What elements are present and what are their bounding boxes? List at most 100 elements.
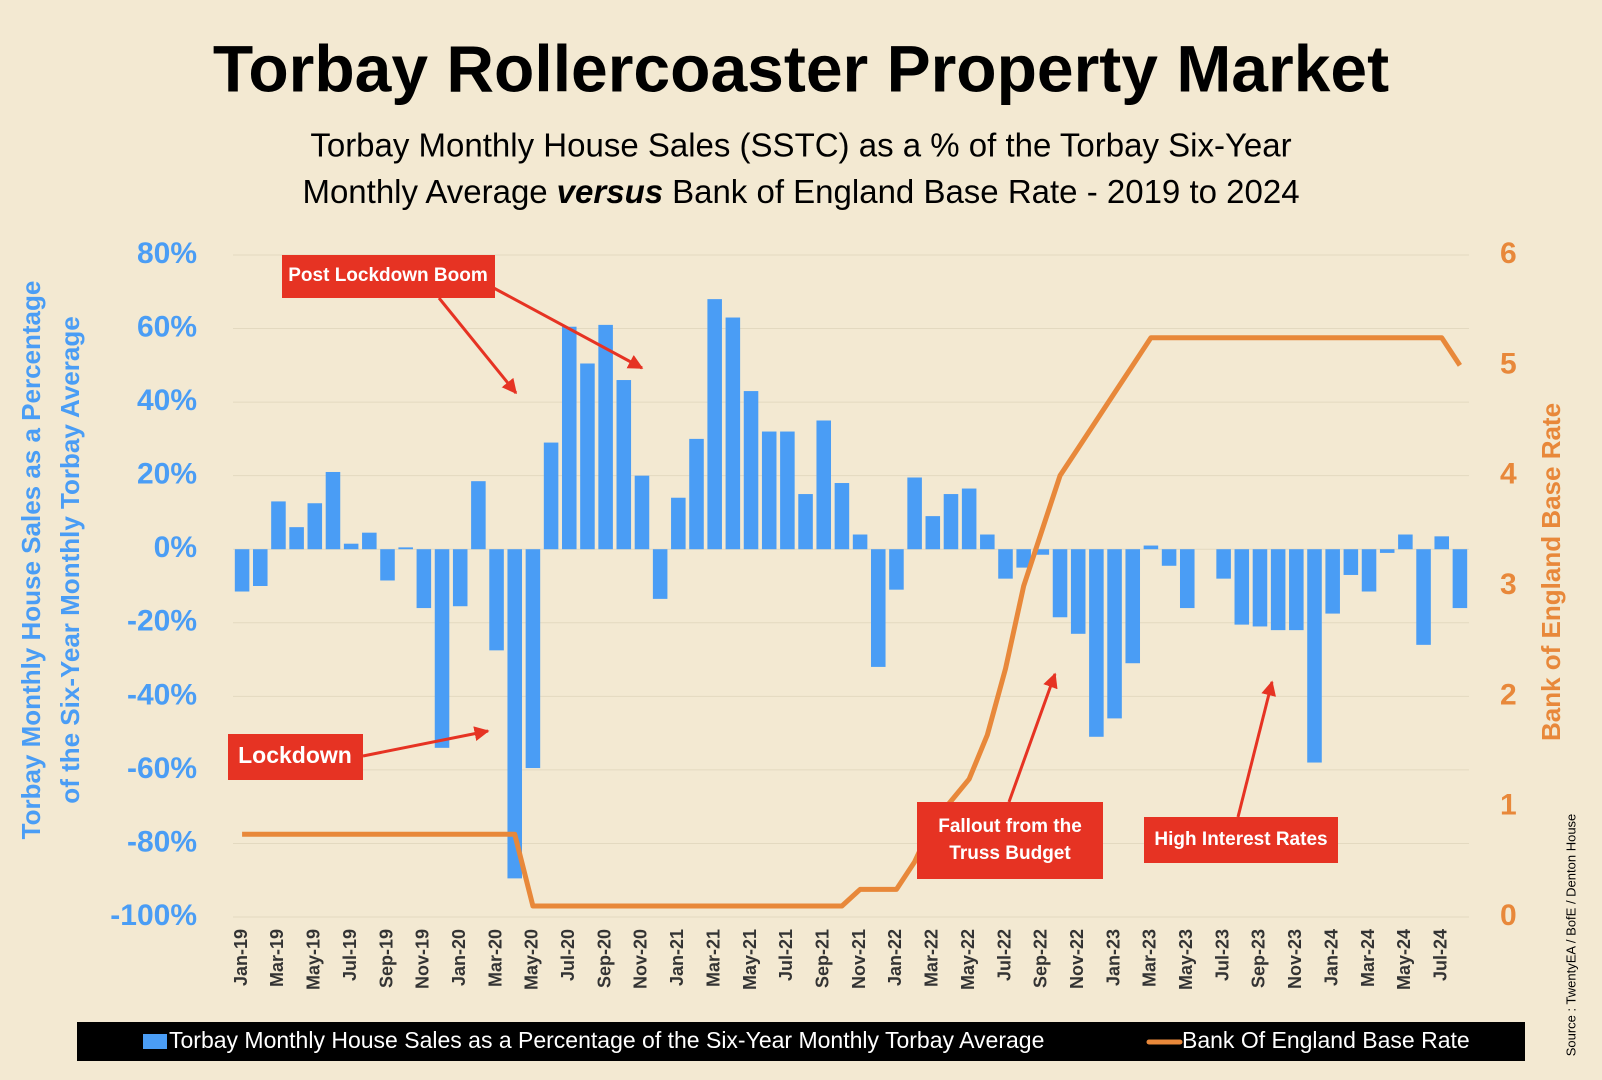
bar <box>1416 549 1431 645</box>
annotation-box <box>1144 817 1338 863</box>
bar <box>1052 549 1068 618</box>
x-tick-label: Mar-22 <box>922 929 942 987</box>
y-tick-label: 0% <box>154 531 197 564</box>
bar <box>998 549 1013 579</box>
x-tick-label: Jan-23 <box>1103 929 1123 986</box>
bar <box>1343 549 1359 575</box>
x-tick-label: Jan-22 <box>885 929 905 986</box>
y-tick-label: -80% <box>127 825 197 858</box>
x-tick-label: Sep-21 <box>812 929 832 988</box>
bar <box>1016 549 1031 568</box>
annotations: Post Lockdown Boom Lockdown Fallout from… <box>228 255 1338 879</box>
bar <box>325 471 341 550</box>
bar <box>834 483 850 550</box>
bar <box>1434 536 1450 550</box>
bar <box>580 363 595 550</box>
bar <box>798 494 813 550</box>
x-tick-label: Sep-20 <box>594 929 614 988</box>
bar <box>1361 549 1377 592</box>
bar <box>689 438 704 550</box>
x-tick-label: May-23 <box>1176 929 1196 990</box>
y-tick-label: 80% <box>137 237 197 270</box>
x-tick-label: Jan-20 <box>449 929 469 986</box>
x-tick-label: Mar-19 <box>267 929 287 987</box>
annotation-text: High Interest Rates <box>1154 829 1327 850</box>
y-tick-label: -20% <box>127 605 197 638</box>
bar <box>725 317 741 550</box>
bar <box>889 549 904 590</box>
annotation-arrow <box>1007 672 1058 803</box>
x-tick-label: Jul-22 <box>994 929 1014 981</box>
bar <box>1216 549 1231 579</box>
bar <box>471 481 486 550</box>
y-tick-label: 40% <box>137 384 197 417</box>
annotation-text: Truss Budget <box>949 843 1071 864</box>
bar <box>543 442 559 550</box>
y2-tick-label: 2 <box>1500 678 1517 711</box>
annotation-arrow <box>362 726 490 758</box>
subtitle-part: Bank of England Base Rate - 2019 to 2024 <box>672 173 1299 210</box>
bar <box>980 534 995 550</box>
bar <box>289 527 304 550</box>
bar <box>1234 549 1250 625</box>
bar <box>416 549 432 609</box>
x-tick-label: Mar-23 <box>1140 929 1160 987</box>
y2-tick-label: 3 <box>1500 568 1517 601</box>
annotation-text: Fallout from the <box>938 816 1082 837</box>
bar <box>1379 549 1395 553</box>
bar <box>943 494 959 550</box>
bar <box>489 549 504 651</box>
x-tick-label: Jul-23 <box>1212 929 1232 981</box>
legend: Torbay Monthly House Sales as a Percenta… <box>77 1022 1525 1061</box>
legend-background <box>77 1022 1525 1061</box>
bar <box>907 477 922 550</box>
bar <box>452 549 468 607</box>
x-tick-label: Jul-19 <box>340 929 360 981</box>
y-tick-label: -60% <box>127 752 197 785</box>
y2-tick-label: 1 <box>1500 789 1517 822</box>
bar <box>1089 549 1104 737</box>
y-axis-title: Torbay Monthly House Sales as a Percenta… <box>16 281 46 840</box>
y-tick-label: 20% <box>137 458 197 491</box>
bar <box>525 549 541 769</box>
x-tick-label: Jan-24 <box>1321 929 1341 986</box>
line <box>242 335 1462 909</box>
y2-tick-label: 5 <box>1500 347 1517 380</box>
bar <box>252 549 268 586</box>
annotation-box <box>282 255 495 298</box>
x-tick-label: May-21 <box>740 929 760 990</box>
x-tick-label: Jan-19 <box>231 929 251 986</box>
x-tick-label: Nov-22 <box>1067 929 1087 989</box>
bar <box>671 497 686 550</box>
bar <box>961 488 977 550</box>
bar <box>816 420 832 550</box>
bar <box>271 501 286 550</box>
annotation-text: Post Lockdown Boom <box>288 265 488 286</box>
legend-label: Bank Of England Base Rate <box>1182 1027 1470 1053</box>
subtitle-part: versus <box>557 173 663 210</box>
x-tick-label: Jul-21 <box>776 929 796 981</box>
x-tick-label: Nov-20 <box>631 929 651 989</box>
x-tick-label: Nov-23 <box>1285 929 1305 989</box>
annotation-box <box>228 734 363 780</box>
bar <box>1252 549 1268 627</box>
bar <box>1289 549 1304 631</box>
x-tick-label: Nov-21 <box>849 929 869 989</box>
bar <box>507 549 523 879</box>
bar <box>1034 549 1050 555</box>
bar <box>925 516 941 550</box>
y-tick-label: 60% <box>137 310 197 343</box>
bar <box>1179 549 1195 609</box>
bar <box>780 431 795 550</box>
bar <box>1307 549 1322 763</box>
annotation-arrow <box>437 297 518 395</box>
bar <box>1070 549 1086 634</box>
x-tick-label: Nov-19 <box>413 929 433 989</box>
bar <box>707 299 722 550</box>
annotation-text: Lockdown <box>238 742 352 768</box>
bar <box>561 326 577 550</box>
bar <box>1270 549 1286 631</box>
annotation-arrow <box>1236 680 1276 818</box>
bar <box>380 549 395 581</box>
bar <box>434 549 450 748</box>
